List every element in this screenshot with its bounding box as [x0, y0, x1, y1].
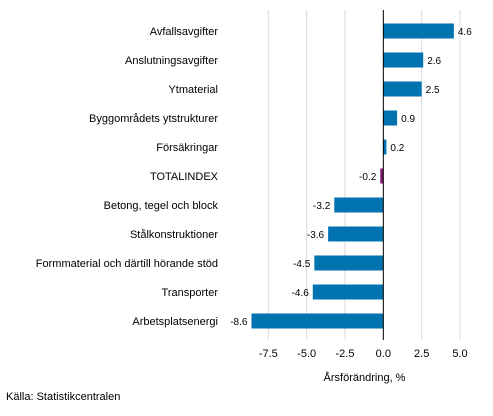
- bar: [383, 139, 387, 155]
- bar: [334, 197, 384, 213]
- bar: [383, 81, 422, 97]
- value-label: -0.2: [359, 172, 377, 183]
- value-label: -4.5: [293, 259, 311, 270]
- category-label: Avfallsavgifter: [150, 26, 219, 38]
- category-label: TOTALINDEX: [150, 171, 219, 183]
- bar: [314, 255, 384, 271]
- category-label: Stålkonstruktioner: [130, 229, 218, 241]
- bar: [380, 168, 384, 184]
- category-labels: Avfallsavgifter Anslutningsavgifter Ytmate…: [36, 26, 219, 328]
- value-label: 0.9: [401, 114, 415, 125]
- x-tick-label: 2.5: [414, 348, 429, 360]
- value-label: -4.6: [292, 288, 310, 299]
- value-label: -3.6: [307, 230, 325, 241]
- value-label: 0.2: [390, 143, 404, 154]
- value-label: -8.6: [230, 317, 248, 328]
- x-axis-label: Årsförändring, %: [324, 371, 406, 384]
- bar: [312, 284, 384, 300]
- category-label: Anslutningsavgifter: [125, 55, 218, 67]
- value-label: -3.2: [313, 201, 331, 212]
- x-tick-label: -7.5: [259, 348, 278, 360]
- source-note: Källa: Statistikcentralen: [6, 391, 121, 403]
- value-label: 2.6: [427, 56, 441, 67]
- category-label: Byggområdets ytstrukturer: [89, 113, 218, 125]
- x-tick-label: 0.0: [376, 348, 391, 360]
- bar: [328, 226, 384, 242]
- value-label: 2.5: [426, 85, 440, 96]
- bar: [383, 110, 398, 126]
- x-tick-label: -2.5: [336, 348, 355, 360]
- bar: [383, 52, 424, 68]
- value-labels: 4.6 2.6 2.5 0.9 0.2 -0.2 -3.2 -3.6 -4.5 -4.6 -8.6: [230, 27, 472, 328]
- category-label: Transporter: [162, 287, 219, 299]
- category-label: Formmaterial och därtill hörande stöd: [36, 258, 218, 270]
- value-label: 4.6: [458, 27, 472, 38]
- category-label: Arbetsplatsenergi: [132, 316, 218, 328]
- x-ticks: -7.5 -5.0 -2.5 0.0 2.5 5.0: [259, 348, 468, 360]
- x-tick-label: -5.0: [297, 348, 316, 360]
- category-label: Försäkringar: [156, 142, 218, 154]
- x-tick-label: 5.0: [452, 348, 467, 360]
- bar: [251, 313, 384, 329]
- bars: [251, 23, 454, 329]
- category-label: Ytmaterial: [168, 84, 218, 96]
- category-label: Betong, tegel och block: [104, 200, 219, 212]
- bar: [383, 23, 454, 39]
